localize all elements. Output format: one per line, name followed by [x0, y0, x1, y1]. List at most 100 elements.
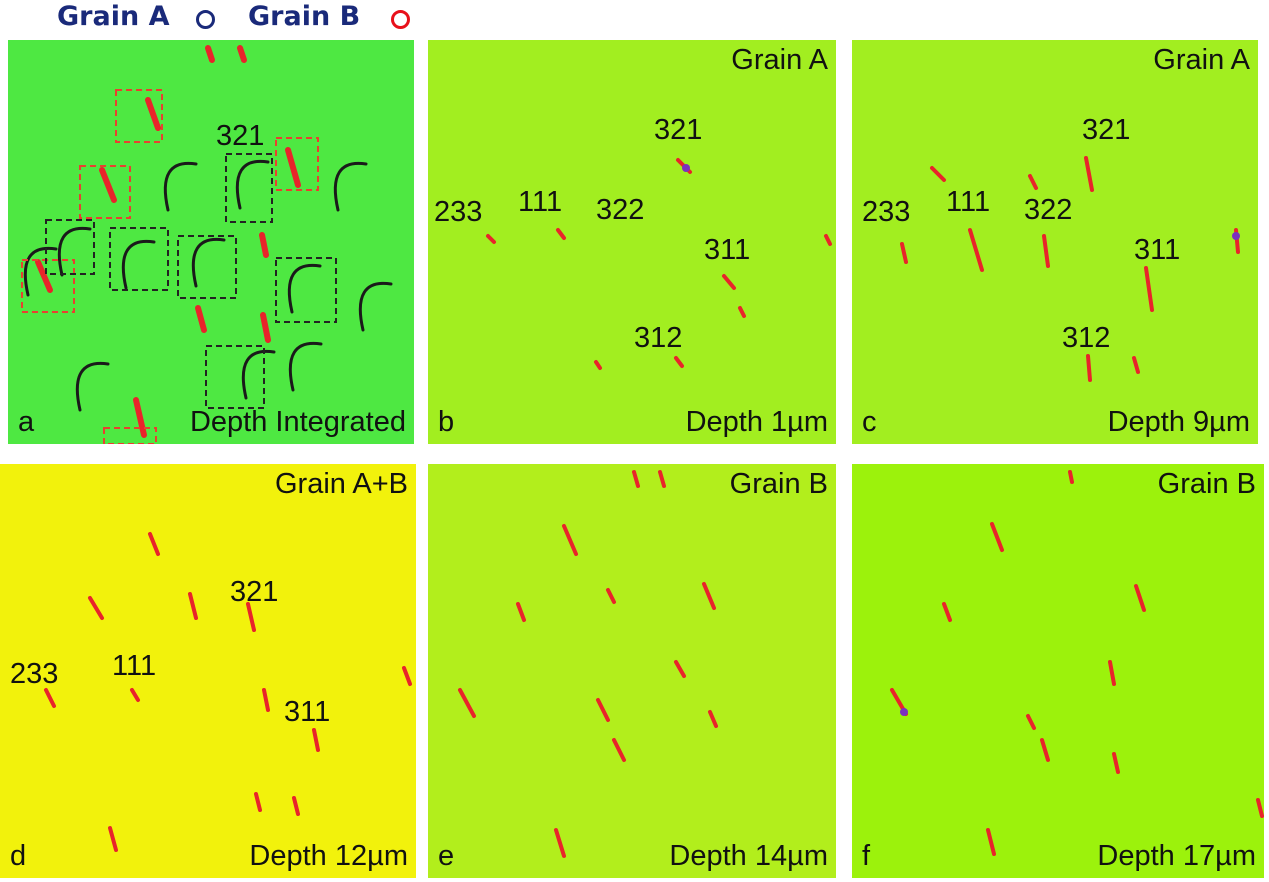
panel-a-box-0	[115, 89, 163, 143]
panel-f-defect-1	[1134, 584, 1146, 612]
panel-e-defect-1	[516, 602, 526, 622]
panel-a-box-8	[177, 235, 237, 299]
panel-c-label-322: 322	[1024, 194, 1073, 226]
panel-c-image	[900, 156, 1240, 382]
panel-e-grain: Grain B	[729, 468, 828, 500]
panel-d-grain: Grain A+B	[275, 468, 408, 500]
panel-a: 321 a Depth Integrated	[8, 40, 414, 444]
panel-f-defect-9	[1256, 798, 1264, 818]
panel-b-defect-2	[722, 274, 736, 290]
panel-e: Grain B e Depth 14µm	[428, 464, 836, 878]
panel-a-defect-7	[205, 45, 215, 63]
panel-e-defect-9	[554, 828, 566, 858]
panel-a-box-1	[79, 165, 131, 219]
panel-a-defect-6	[133, 397, 147, 438]
panel-d-defect-8	[402, 666, 412, 686]
panel-e-defect-6	[674, 660, 686, 678]
panel-a-box-4	[103, 427, 157, 444]
panel-d-defect-7	[312, 728, 320, 752]
panel-b-label-311: 311	[704, 234, 751, 266]
panel-d: Grain A+B 321 233 111 311 d Depth 12µm	[0, 464, 416, 878]
panel-c-defect-8	[1028, 174, 1038, 190]
panel-d-depth: Depth 12µm	[249, 840, 408, 872]
panel-d-defect-1	[88, 596, 104, 620]
panel-f-defect-8	[986, 828, 996, 856]
panel-a-depth: Depth Integrated	[189, 406, 406, 438]
panel-a-defect-0	[145, 97, 161, 131]
panel-c-defect-7	[930, 166, 946, 182]
panel-c-defect-0	[1084, 156, 1094, 192]
panel-a-image	[21, 45, 393, 444]
panel-e-defect-7	[612, 738, 626, 762]
panel-a-box-2	[275, 137, 319, 191]
panel-d-label-233: 233	[10, 658, 59, 690]
legend-grain-a-label: Grain A	[57, 1, 170, 32]
panel-f: Grain B f Depth 17µm	[852, 464, 1264, 878]
panel-d-defect-4	[44, 688, 56, 708]
panel-b-label-233: 233	[434, 196, 483, 228]
panel-e-defect-5	[596, 698, 610, 722]
panel-b-letter: b	[438, 406, 455, 438]
panel-b-grain: Grain A	[731, 44, 828, 76]
panel-d-defect-3	[246, 602, 256, 632]
panel-a-defect-1	[99, 167, 117, 203]
panel-c-letter: c	[862, 406, 877, 438]
panel-d-defect-5	[130, 688, 140, 702]
panel-d-label-111: 111	[112, 650, 157, 682]
panel-e-defect-3	[606, 588, 616, 604]
panel-b-defect-4	[674, 356, 684, 368]
panel-f-accent-0	[900, 708, 908, 716]
panel-a-hook-5	[241, 349, 276, 400]
panel-b-defect-1	[556, 228, 566, 240]
panel-a-defect-8	[237, 45, 247, 63]
panel-d-defect-9	[254, 792, 262, 812]
panel-c-grain: Grain A	[1153, 44, 1250, 76]
panel-b-depth: Depth 1µm	[685, 406, 828, 438]
panel-a-box-5	[225, 153, 273, 223]
panel-c-defect-3	[1144, 266, 1154, 312]
panel-d-defect-0	[148, 532, 160, 556]
panel-b-image	[486, 158, 832, 370]
panel-e-defect-4	[458, 688, 476, 718]
panel-f-defect-7	[1112, 752, 1120, 774]
panel-f-defect-0	[990, 522, 1004, 552]
panel-f-defect-5	[1026, 714, 1036, 730]
panel-e-image	[458, 470, 718, 858]
panel-a-hook-6	[75, 361, 110, 412]
panel-e-defect-0	[562, 524, 578, 556]
panel-b-label-111: 111	[518, 186, 563, 218]
legend-grain-b-label: Grain B	[248, 1, 361, 32]
panel-c-label-111: 111	[946, 186, 991, 218]
panel-a-defect-3	[35, 259, 53, 293]
panel-e-defect-8	[708, 710, 718, 728]
panel-d-image	[44, 532, 412, 852]
panel-c-defect-1	[968, 228, 984, 272]
panel-a-defect-9	[259, 232, 269, 258]
panel-e-letter: e	[438, 840, 455, 872]
panel-a-box-9	[275, 257, 337, 323]
panel-a-hook-3	[191, 237, 226, 288]
panel-a-defect-4	[195, 305, 207, 333]
panel-a-letter: a	[18, 406, 35, 438]
panel-d-label-311: 311	[284, 696, 331, 728]
legend-grain-b-circle-icon	[391, 10, 410, 29]
panel-f-defect-10	[1068, 470, 1074, 484]
panel-c-label-311: 311	[1134, 234, 1181, 266]
panel-c-defect-2	[1042, 234, 1050, 268]
panel-d-label-321: 321	[230, 576, 279, 608]
panel-c-depth: Depth 9µm	[1107, 406, 1250, 438]
panel-e-defect-10	[632, 470, 640, 488]
panel-a-hook-9	[23, 246, 58, 297]
panel-f-depth: Depth 17µm	[1097, 840, 1256, 872]
panel-a-hook-2	[121, 239, 156, 290]
panel-b-label-321: 321	[654, 114, 703, 146]
panel-a-box-7	[109, 227, 169, 291]
panel-c-accent-0	[1232, 232, 1240, 240]
panel-d-letter: d	[10, 840, 27, 872]
panel-d-defect-10	[292, 796, 300, 816]
panel-a-hook-7	[333, 161, 368, 212]
panel-a-hook-10	[288, 341, 323, 392]
panel-e-depth: Depth 14µm	[669, 840, 828, 872]
panel-a-box-10	[205, 345, 265, 409]
panel-c-defect-4	[1086, 354, 1092, 382]
